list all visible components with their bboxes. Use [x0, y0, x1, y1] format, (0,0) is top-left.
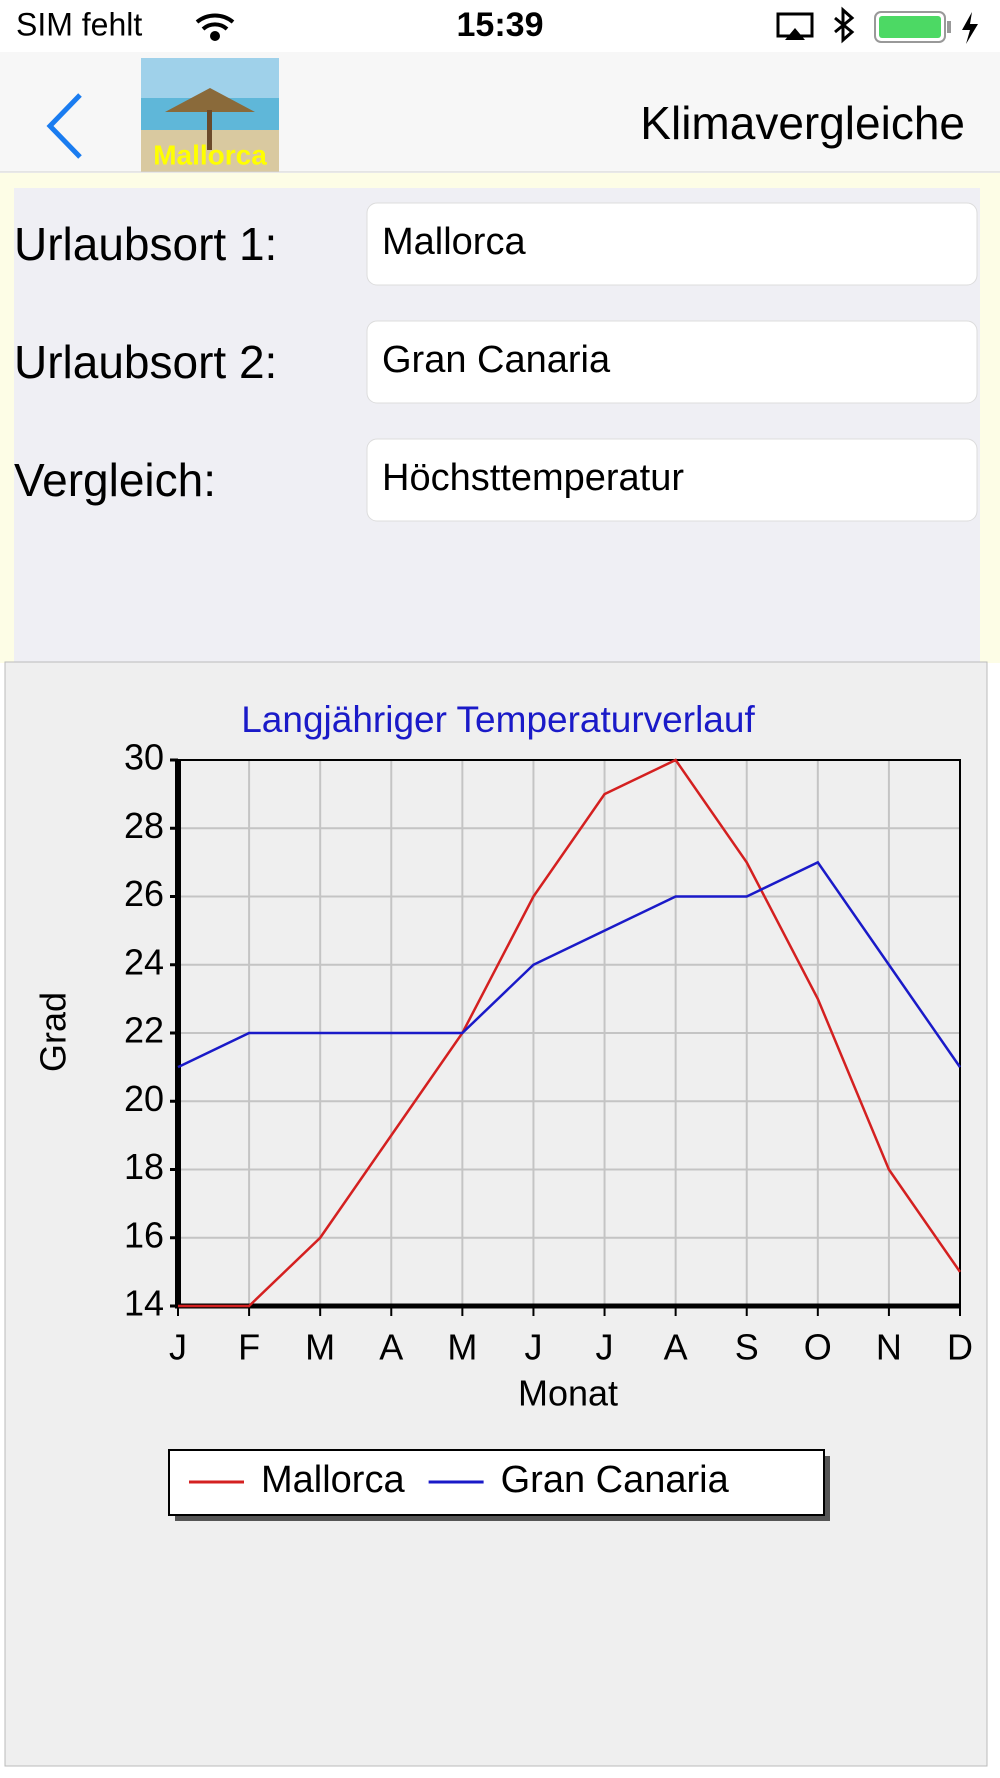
y-tick-label: 20: [124, 1078, 164, 1119]
battery-icon: [874, 11, 951, 43]
x-tick-label: D: [947, 1327, 973, 1368]
input-box[interactable]: [366, 438, 978, 522]
y-tick-label: 28: [124, 805, 164, 846]
nav-title: Klimavergleiche: [640, 97, 965, 149]
legend-label: Mallorca: [261, 1459, 405, 1501]
back-button[interactable]: [46, 93, 82, 159]
clock: 15:39: [457, 6, 544, 44]
x-tick-label: J: [596, 1327, 614, 1368]
y-tick-label: 26: [124, 873, 164, 914]
x-tick-label: J: [524, 1327, 542, 1368]
form: Urlaubsort 1: Mallorca Urlaubsort 2: Gran C…: [14, 202, 978, 522]
legend: [168, 1449, 825, 1516]
input-value: Höchsttemperatur: [382, 457, 684, 499]
y-tick-label: 18: [124, 1146, 164, 1187]
legend-label: Gran Canaria: [501, 1459, 730, 1501]
thumbnail: Mallorca: [141, 58, 279, 172]
field-label: Urlaubsort 2:: [14, 336, 277, 388]
x-tick-label: F: [238, 1327, 260, 1368]
field-label: Vergleich:: [14, 454, 216, 506]
charging-icon: [962, 12, 978, 44]
carrier: SIM fehlt: [16, 6, 142, 42]
x-tick-label: A: [379, 1327, 403, 1368]
y-tick-label: 30: [124, 737, 164, 778]
status-bar: [0, 0, 1000, 52]
field-label: Urlaubsort 1:: [14, 218, 277, 270]
x-tick-label: J: [169, 1327, 187, 1368]
chart: Langjähriger Temperaturverlauf 14 16 18 20 22…: [33, 699, 973, 1521]
thumbnail-label: Mallorca: [153, 139, 267, 170]
y-tick-label: 16: [124, 1214, 164, 1255]
x-axis-label: Monat: [518, 1373, 618, 1414]
y-tick-label: 24: [124, 941, 164, 982]
x-tick-label: M: [447, 1327, 477, 1368]
series-line: [178, 758, 962, 1308]
x-tick-label: M: [305, 1327, 335, 1368]
series-line: [177, 860, 962, 1069]
x-tick-label: O: [804, 1327, 832, 1368]
x-tick-label: A: [664, 1327, 688, 1368]
input-value: Gran Canaria: [382, 339, 611, 381]
input-box[interactable]: [366, 320, 978, 404]
input-box[interactable]: [366, 202, 978, 286]
wifi-icon: [195, 13, 235, 41]
y-axis-label: Grad: [33, 992, 74, 1072]
bluetooth-icon: [834, 6, 855, 44]
x-tick-label: S: [735, 1327, 759, 1368]
input-value: Mallorca: [382, 221, 526, 263]
y-tick-label: 14: [124, 1283, 164, 1324]
chart-title: Langjähriger Temperaturverlauf: [241, 699, 755, 740]
y-tick-label: 22: [124, 1010, 164, 1051]
airplay-icon: [776, 12, 814, 40]
x-tick-label: N: [876, 1327, 902, 1368]
